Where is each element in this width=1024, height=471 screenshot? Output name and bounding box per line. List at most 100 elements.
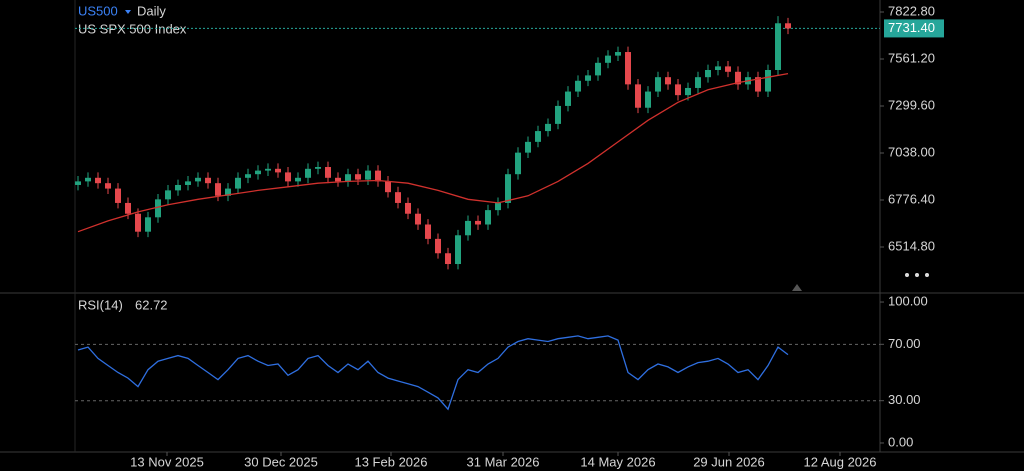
- y-tick-label: 7299.60: [888, 97, 935, 112]
- candle-body: [785, 23, 791, 29]
- candle-body: [135, 213, 141, 232]
- candle-body: [205, 177, 211, 184]
- candle-body: [485, 210, 491, 225]
- candle-body: [365, 170, 371, 180]
- y-tick-label: 30.00: [888, 392, 921, 407]
- instrument-name: US SPX 500 Index: [78, 21, 187, 36]
- candle-body: [615, 52, 621, 56]
- y-tick-label: 0.00: [888, 434, 913, 449]
- candle-body: [255, 170, 261, 175]
- candle-body: [645, 91, 651, 108]
- candle-body: [105, 183, 111, 189]
- candle-body: [575, 80, 581, 92]
- symbol[interactable]: US500: [78, 3, 118, 18]
- candle-body: [115, 188, 121, 203]
- menu-dot[interactable]: [915, 273, 919, 277]
- candle-body: [775, 23, 781, 70]
- y-tick-label: 70.00: [888, 336, 921, 351]
- candle-body: [75, 181, 81, 185]
- candle-body: [155, 199, 161, 218]
- candle-body: [295, 177, 301, 182]
- candle-body: [435, 238, 441, 254]
- candle-body: [505, 174, 511, 203]
- candle-body: [605, 55, 611, 63]
- candle-body: [765, 69, 771, 92]
- interval[interactable]: Daily: [137, 3, 166, 18]
- line-series: [77, 335, 789, 411]
- x-tick-label: 14 May 2026: [580, 454, 655, 469]
- last-price-label: 7731.40: [888, 20, 935, 35]
- candle-body: [145, 217, 151, 232]
- candle-body: [355, 174, 361, 180]
- x-tick-label: 12 Aug 2026: [803, 454, 876, 469]
- x-tick-label: 31 Mar 2026: [467, 454, 540, 469]
- candle-body: [495, 202, 501, 211]
- candle-body: [515, 152, 521, 175]
- candle-body: [675, 84, 681, 96]
- candle-body: [165, 190, 171, 200]
- candle-body: [625, 52, 631, 85]
- candle-body: [455, 235, 461, 265]
- candle-body: [735, 71, 741, 85]
- y-tick-label: 6776.40: [888, 191, 935, 206]
- candle-body: [395, 192, 401, 203]
- indicator-name: RSI(14): [78, 297, 123, 312]
- menu-dot[interactable]: [905, 273, 909, 277]
- candle-body: [275, 168, 281, 173]
- candle-body: [525, 141, 531, 153]
- line-series: [77, 72, 789, 233]
- candle-body: [285, 172, 291, 182]
- candle-body: [705, 69, 711, 78]
- candle-body: [305, 168, 311, 178]
- candle-body: [125, 202, 131, 214]
- y-tick-label: 100.00: [888, 293, 928, 308]
- candle-body: [385, 181, 391, 193]
- candle-body: [85, 177, 91, 182]
- candle-body: [245, 174, 251, 178]
- candle-body: [445, 253, 451, 265]
- candle-body: [195, 177, 201, 182]
- candle-body: [425, 224, 431, 239]
- candle-body: [175, 184, 181, 191]
- y-tick-label: 6514.80: [888, 238, 935, 253]
- candle-body: [555, 105, 561, 124]
- candle-body: [315, 167, 321, 169]
- event-marker[interactable]: [792, 284, 802, 291]
- candle-body: [635, 84, 641, 108]
- candle-body: [375, 170, 381, 182]
- candle-body: [225, 188, 231, 196]
- candle-body: [185, 181, 191, 185]
- candle-body: [585, 75, 591, 81]
- candle-body: [235, 177, 241, 189]
- candle-body: [685, 87, 691, 96]
- candle-body: [565, 91, 571, 106]
- candle-body: [595, 62, 601, 76]
- candle-body: [755, 77, 761, 92]
- candle-body: [335, 177, 341, 182]
- candle-body: [715, 66, 721, 70]
- x-tick-label: 30 Dec 2025: [244, 454, 318, 469]
- x-tick-label: 13 Nov 2025: [130, 454, 204, 469]
- x-tick-label: 29 Jun 2026: [693, 454, 765, 469]
- candle-body: [695, 77, 701, 88]
- last-price-box: [884, 19, 944, 38]
- y-tick-label: 7038.00: [888, 144, 935, 159]
- candle-body: [215, 183, 221, 196]
- candle-body: [95, 177, 101, 184]
- y-tick-label: 7822.80: [888, 3, 935, 18]
- candle-body: [325, 167, 331, 178]
- symbol-dropdown[interactable]: [125, 10, 131, 14]
- menu-dot[interactable]: [925, 273, 929, 277]
- candle-body: [345, 174, 351, 182]
- indicator-value: 62.72: [135, 297, 168, 312]
- candle-body: [465, 220, 471, 236]
- candle-body: [725, 66, 731, 72]
- candle-body: [415, 213, 421, 225]
- x-tick-label: 13 Feb 2026: [354, 454, 427, 469]
- candle-body: [535, 131, 541, 142]
- candle-body: [475, 220, 481, 225]
- candle-body: [655, 77, 661, 92]
- y-tick-label: 7561.20: [888, 50, 935, 65]
